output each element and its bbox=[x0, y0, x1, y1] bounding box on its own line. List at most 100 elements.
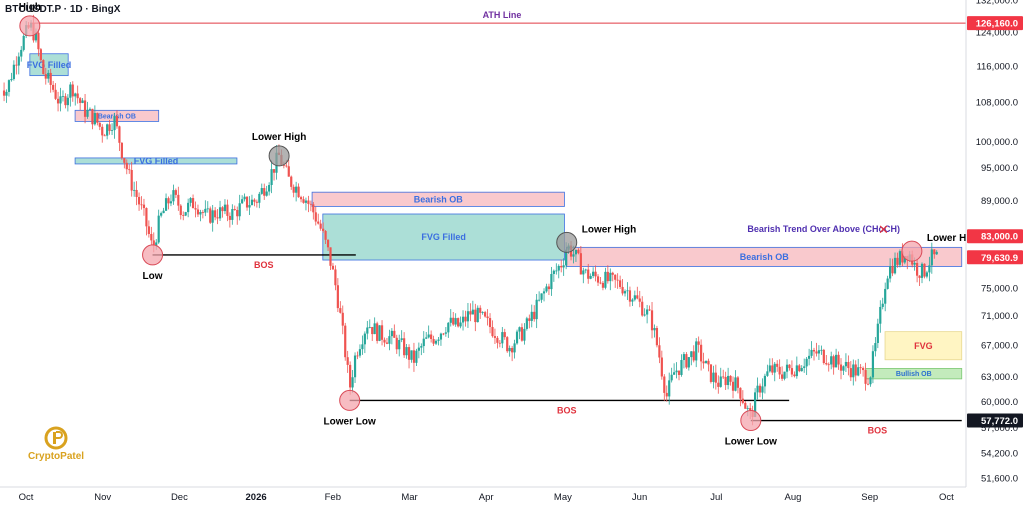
candle-bearish bbox=[528, 318, 531, 321]
candle-bearish bbox=[292, 186, 295, 193]
candle-bullish bbox=[69, 84, 72, 98]
time-tick-label: Oct bbox=[939, 492, 954, 503]
candle-bullish bbox=[405, 347, 408, 356]
candle-bearish bbox=[741, 398, 744, 403]
candle-bearish bbox=[744, 402, 747, 409]
candle-bearish bbox=[778, 366, 781, 375]
candle-bullish bbox=[241, 199, 244, 204]
candle-bearish bbox=[464, 316, 467, 322]
swing-point-marker bbox=[901, 240, 923, 262]
candle-bearish bbox=[442, 333, 445, 335]
candle-bearish bbox=[123, 158, 126, 163]
candle-bullish bbox=[417, 347, 420, 351]
swing-points-layer: High Lower High Low Lower Low Lower High Lowe… bbox=[19, 2, 991, 448]
candle-bearish bbox=[150, 233, 153, 241]
candle-bullish bbox=[461, 316, 465, 323]
candle-bullish bbox=[5, 91, 8, 96]
price-tick-label: 100,000.0 bbox=[976, 137, 1018, 148]
candle-bullish bbox=[808, 355, 811, 359]
candle-bearish bbox=[152, 240, 155, 246]
candle-bearish bbox=[2, 90, 6, 96]
cross-marker-icon: ✕ bbox=[878, 223, 889, 238]
candle-bullish bbox=[893, 257, 897, 274]
swing-point-marker bbox=[142, 244, 164, 266]
candle-bearish bbox=[209, 208, 212, 223]
candle-bullish bbox=[552, 270, 555, 274]
candle-bearish bbox=[201, 211, 204, 213]
candle-bearish bbox=[182, 215, 185, 216]
candle-bearish bbox=[891, 266, 894, 274]
candle-bearish bbox=[793, 374, 796, 377]
candle-bearish bbox=[547, 286, 551, 290]
candle-bearish bbox=[496, 337, 499, 343]
candle-bearish bbox=[71, 84, 74, 97]
candle-bearish bbox=[194, 208, 197, 210]
candle-bullish bbox=[258, 193, 261, 203]
candle-bearish bbox=[319, 223, 322, 229]
candle-bullish bbox=[783, 371, 786, 379]
candle-bullish bbox=[358, 349, 362, 356]
candle-bullish bbox=[842, 366, 845, 371]
candle-bearish bbox=[663, 376, 666, 393]
zones-layer: FVG Filled Bearish OB FVG Filled Bearish OB… bbox=[27, 53, 963, 380]
price-tag-label: 83,000.0 bbox=[981, 232, 1018, 243]
bos-label: BOS bbox=[557, 405, 577, 415]
candle-bullish bbox=[447, 322, 450, 333]
candle-bearish bbox=[901, 251, 904, 263]
candle-bearish bbox=[916, 262, 919, 276]
candle-bearish bbox=[101, 126, 104, 136]
candle-bearish bbox=[702, 361, 705, 364]
candle-bearish bbox=[614, 274, 617, 280]
price-tick-label: 116,000.0 bbox=[976, 61, 1018, 72]
candle-bearish bbox=[98, 122, 101, 127]
candle-bullish bbox=[34, 32, 38, 41]
candle-bearish bbox=[115, 115, 119, 127]
candle-bullish bbox=[7, 80, 11, 92]
candle-bullish bbox=[928, 265, 931, 273]
candle-bearish bbox=[866, 383, 870, 385]
candle-bearish bbox=[491, 327, 494, 337]
candle-bearish bbox=[579, 253, 582, 275]
candle-bullish bbox=[879, 306, 882, 324]
swing-point-label: Lower Low bbox=[324, 416, 376, 427]
candle-bearish bbox=[255, 201, 258, 203]
zone-label: Bullish OB bbox=[896, 371, 932, 378]
candle-bullish bbox=[184, 212, 187, 216]
time-tick-label: Nov bbox=[94, 492, 111, 503]
candle-bearish bbox=[145, 208, 148, 227]
candle-bearish bbox=[484, 312, 487, 317]
candle-bearish bbox=[606, 271, 609, 282]
candle-bearish bbox=[108, 124, 111, 131]
candle-bearish bbox=[317, 221, 320, 224]
candle-bullish bbox=[368, 327, 371, 328]
candle-bullish bbox=[682, 354, 686, 361]
candle-bearish bbox=[700, 344, 703, 362]
candle-bullish bbox=[643, 314, 646, 316]
candle-bullish bbox=[889, 266, 892, 279]
candle-bearish bbox=[697, 341, 700, 345]
candle-bullish bbox=[187, 202, 190, 213]
candle-bullish bbox=[930, 249, 933, 266]
candle-bullish bbox=[785, 364, 789, 372]
time-tick-label: Oct bbox=[19, 492, 34, 503]
candle-bearish bbox=[245, 196, 249, 208]
candle-bearish bbox=[717, 382, 720, 387]
candle-bullish bbox=[481, 312, 484, 313]
time-tick-label: May bbox=[554, 492, 572, 503]
candle-bearish bbox=[918, 275, 921, 278]
candle-bearish bbox=[324, 230, 327, 240]
candle-bearish bbox=[758, 385, 762, 393]
candle-bearish bbox=[103, 135, 106, 137]
candle-bullish bbox=[803, 366, 806, 368]
candle-bullish bbox=[675, 370, 678, 373]
price-tick-label: 54,200.0 bbox=[981, 448, 1018, 459]
candle-bullish bbox=[110, 130, 114, 131]
candle-bullish bbox=[712, 372, 715, 382]
candle-bullish bbox=[810, 349, 813, 356]
candle-bullish bbox=[74, 93, 77, 97]
candle-bullish bbox=[47, 72, 50, 79]
candle-bearish bbox=[331, 265, 335, 270]
candle-bullish bbox=[476, 307, 479, 323]
